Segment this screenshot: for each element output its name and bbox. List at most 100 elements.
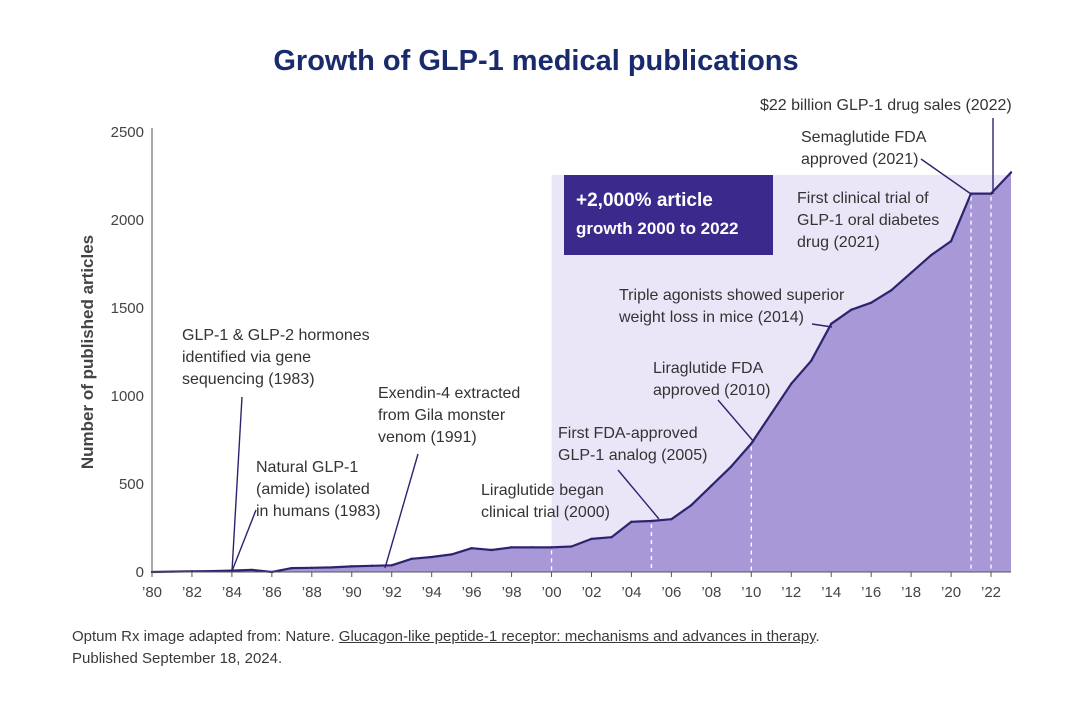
annotation-first-fda-analog: First FDA-approved GLP-1 analog (2005) — [558, 425, 707, 520]
x-tick-label: ’10 — [741, 584, 761, 601]
data-point — [310, 566, 314, 569]
chart-title: Growth of GLP-1 medical publications — [273, 45, 798, 77]
data-point — [530, 546, 533, 549]
annotation-text-line: approved (2010) — [653, 382, 770, 399]
data-point — [929, 254, 933, 257]
x-tick-label: ’18 — [901, 584, 921, 601]
caption-line-1: Optum Rx image adapted from: Nature. Glu… — [72, 626, 1052, 648]
axes: 0 500 1000 1500 2000 2500 ’80 ’82 ’84 ’86 ’88 ’90 ’9… — [111, 124, 1011, 601]
annotation-text-line: venom (1991) — [378, 429, 477, 446]
data-point — [630, 520, 633, 524]
publications-area-chart: Growth of GLP-1 medical publications Num… — [78, 45, 1013, 601]
y-axis-label: Number of published articles — [78, 235, 97, 469]
annotation-leader-line — [920, 158, 972, 195]
growth-callout-line: growth 2000 to 2022 — [576, 219, 739, 238]
data-point — [510, 546, 513, 549]
annotation-text-line: Triple agonists showed superior — [619, 287, 845, 304]
caption-suffix: . — [815, 628, 820, 645]
annotation-text-line: GLP-1 & GLP-2 hormones — [182, 327, 370, 344]
data-point — [690, 503, 693, 507]
data-point — [730, 465, 733, 468]
annotation-text-line: GLP-1 analog (2005) — [558, 447, 707, 464]
x-tick-label: ’94 — [422, 584, 442, 601]
y-tick-label: 1000 — [111, 388, 144, 405]
annotation-liraglutide-fda: Liraglutide FDA approved (2010) — [653, 360, 770, 443]
data-point — [869, 301, 873, 304]
data-point — [410, 557, 413, 560]
x-tick-label: ’84 — [222, 584, 242, 601]
annotation-text-line: Semaglutide FDA — [801, 129, 927, 146]
annotation-hormones-identified: GLP-1 & GLP-2 hormones identified via gen… — [182, 327, 370, 572]
x-tick-label: ’08 — [701, 584, 721, 601]
annotation-drug-sales: $22 billion GLP-1 drug sales (2022) — [760, 97, 1012, 194]
annotation-text-line: First clinical trial of — [797, 190, 929, 207]
x-tick-label: ’04 — [621, 584, 641, 601]
annotation-text-line: First FDA-approved — [558, 425, 698, 442]
data-point — [949, 239, 953, 243]
source-link[interactable]: Glucagon-like peptide-1 receptor: mechan… — [338, 628, 816, 645]
annotation-triple-agonists: Triple agonists showed superior weight lo… — [618, 287, 845, 328]
annotation-text-line: Liraglutide began — [481, 482, 604, 499]
annotation-leader-line — [717, 399, 755, 443]
growth-callout-line: +2,000% article — [576, 190, 713, 211]
annotation-text-line: $22 billion GLP-1 drug sales (2022) — [760, 97, 1012, 114]
data-point — [710, 484, 713, 487]
data-point — [830, 322, 833, 326]
x-tick-label: ’06 — [661, 584, 681, 601]
annotation-text-line: sequencing (1983) — [182, 371, 315, 388]
x-tick-label: ’16 — [861, 584, 881, 601]
annotation-leader-line — [617, 469, 660, 520]
annotation-leader-line — [231, 509, 257, 572]
data-point — [470, 547, 473, 550]
annotation-natural-glp1: Natural GLP-1 (amide) isolated in humans (… — [231, 459, 381, 572]
annotations: Natural GLP-1 (amide) isolated in humans (… — [182, 97, 1012, 572]
caption-prefix: Optum Rx image adapted from: Nature. — [72, 628, 339, 645]
data-point — [350, 565, 353, 568]
x-tick-label: ’14 — [821, 584, 841, 601]
y-tick-label: 1500 — [111, 300, 144, 317]
annotation-text-line: drug (2021) — [797, 234, 880, 251]
annotation-text-line: from Gila monster — [378, 407, 506, 424]
data-point — [430, 555, 433, 559]
x-tick-label: ’80 — [142, 584, 162, 601]
data-point — [790, 382, 793, 385]
x-tick-label: ’22 — [981, 584, 1001, 601]
milestone-dashed-lines — [550, 196, 992, 571]
annotation-text-line: clinical trial (2000) — [481, 504, 610, 521]
annotation-text-line: approved (2021) — [801, 151, 918, 168]
annotation-liraglutide-trial: Liraglutide began clinical trial (2000) — [481, 482, 610, 521]
caption-line-2: Published September 18, 2024. — [72, 650, 283, 667]
x-tick-label: ’00 — [542, 584, 562, 601]
annotation-exendin4: Exendin-4 extracted from Gila monster veno… — [378, 385, 520, 569]
x-tick-label: ’90 — [342, 584, 362, 601]
data-point — [250, 568, 254, 572]
data-point — [750, 442, 753, 445]
annotation-semaglutide-fda: Semaglutide FDA approved (2021) — [801, 129, 972, 195]
x-tick-label: ’98 — [502, 584, 522, 601]
growth-callout: +2,000% article growth 2000 to 2022 — [564, 175, 773, 255]
x-tick-label: ’02 — [581, 584, 601, 601]
series-line — [151, 171, 1012, 574]
data-point — [330, 566, 333, 569]
data-point — [650, 519, 653, 523]
x-tick-label: ’82 — [182, 584, 202, 601]
data-point — [810, 359, 813, 362]
area-fill — [152, 172, 1011, 572]
source-caption: Optum Rx image adapted from: Nature. Glu… — [72, 626, 1052, 670]
annotation-text-line: (amide) isolated — [256, 481, 370, 498]
x-tick-label: ’12 — [781, 584, 801, 601]
annotation-oral-trial: First clinical trial of GLP-1 oral diabet… — [797, 190, 939, 251]
x-tick-label: ’92 — [382, 584, 402, 601]
y-tick-label: 0 — [136, 564, 144, 581]
data-point — [390, 564, 393, 567]
annotation-text-line: weight loss in mice (2014) — [618, 309, 804, 326]
data-point — [290, 566, 294, 570]
annotation-leader-line — [231, 396, 243, 572]
data-point — [770, 412, 773, 415]
data-point — [490, 548, 493, 552]
y-tick-label: 2500 — [111, 124, 144, 141]
x-tick-label: ’20 — [941, 584, 961, 601]
x-tick-label: ’96 — [462, 584, 482, 601]
data-point — [909, 271, 913, 274]
data-point — [670, 518, 673, 521]
